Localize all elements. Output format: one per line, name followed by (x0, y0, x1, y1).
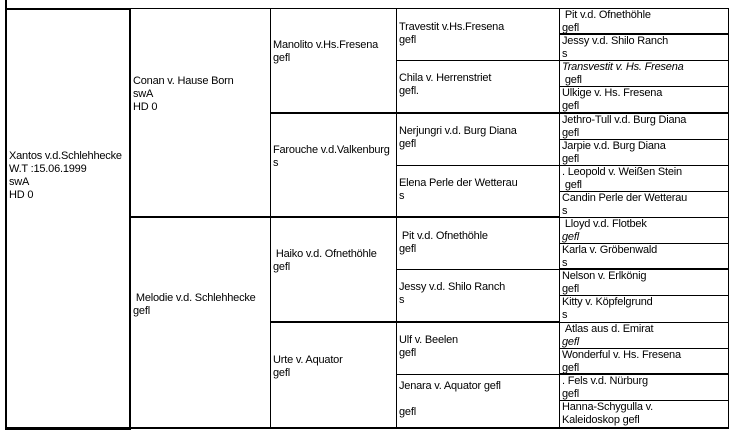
animal-text: Travestit v.Hs.Fresena gefl (399, 20, 505, 46)
cell-gen3-4: Elena Perle der Wetterau s (397, 165, 560, 218)
animal-name: Ulkige v. Hs. Fresena (562, 87, 663, 100)
cell-gen4-2: Jessy v.d. Shilo Ranch s (560, 35, 728, 62)
animal-text: Chila v. Herrenstriet gefl. (399, 72, 492, 98)
pedigree-table: Xantos v.d.Schlehhecke W.T :15.06.1999 s… (5, 0, 729, 430)
animal-text: Farouche v.d.Valkenburg s (273, 143, 390, 169)
animal-status: gefl (562, 231, 579, 243)
animal-name: Atlas aus d. Emirat (562, 322, 654, 335)
border-tail (5, 0, 7, 10)
animal-name: Kitty v. Köpfelgrund (562, 296, 653, 309)
animal-text: Elena Perle der Wetterau s (399, 176, 518, 202)
animal-status: gefl (562, 152, 579, 165)
cell-gen4-4: Ulkige v. Hs. Fresena gefl (560, 87, 728, 114)
cell-gen4-11: Nelson v. Erlkönig gefl (560, 270, 728, 297)
animal-text: Urte v. Aquator gefl (273, 353, 343, 379)
animal-name: Candin Perle der Wetterau (562, 191, 688, 204)
cell-subject: Xantos v.d.Schlehhecke W.T :15.06.1999 s… (5, 0, 131, 430)
cell-gen3-6: Jessy v.d. Shilo Ranch s (397, 270, 560, 323)
animal-text: Jenara v. Aquator gefl gefl (399, 380, 501, 419)
animal-name: Transvestit v. Hs. Fresena (562, 61, 684, 74)
cell-gen4-8: Candin Perle der Wetterau s (560, 192, 728, 218)
cell-gen3-2: Chila v. Herrenstriet gefl. (397, 61, 560, 114)
animal-name: Jessy v.d. Shilo Ranch (562, 35, 669, 48)
animal-status: Kaleidoskop gefl (562, 413, 640, 426)
animal-status: gefl (562, 387, 579, 400)
animal-status: gefl (562, 74, 582, 87)
animal-name: Jarpie v.d. Burg Diana (562, 139, 666, 152)
animal-name: Lloyd v.d. Flotbek (562, 218, 647, 230)
animal-status: gefl (562, 126, 579, 139)
cell-gen3-8: Jenara v. Aquator gefl gefl (397, 374, 560, 427)
cell-gen3-5: Pit v.d. Ofnethöhle gefl (397, 218, 560, 271)
cell-gen3-1: Travestit v.Hs.Fresena gefl (397, 9, 560, 62)
cell-gen3-3: Nerjungri v.d. Burg Diana gefl (397, 113, 560, 166)
cell-gen2-1: Manolito v.Hs.Fresena gefl (271, 9, 397, 114)
cell-gen4-7: . Leopold v. Weißen Stein gefl (560, 166, 728, 192)
animal-status: gefl (562, 335, 579, 348)
cell-gen4-10: Karla v. Gröbenwald s (560, 244, 728, 271)
animal-status: s (562, 204, 568, 217)
animal-text: Conan v. Hause Born swA HD 0 (133, 75, 234, 113)
animal-text: Ulf v. Beelen gefl (399, 334, 458, 360)
subject-text: Xantos v.d.Schlehhecke W.T :15.06.1999 s… (9, 150, 122, 201)
animal-status: s (562, 48, 568, 61)
animal-status: gefl (562, 100, 579, 113)
cell-gen3-7: Ulf v. Beelen gefl (397, 322, 560, 375)
animal-status: s (562, 309, 568, 322)
cell-gen4-15: . Fels v.d. Nürburg gefl (560, 375, 728, 401)
animal-text: Melodie v.d. Schlehhecke gefl (133, 291, 256, 317)
animal-text: Nerjungri v.d. Burg Diana gefl (399, 125, 517, 151)
animal-name: Jethro-Tull v.d. Burg Diana (562, 113, 687, 126)
animal-status: s (562, 257, 568, 270)
animal-name: Nelson v. Erlkönig (562, 270, 647, 283)
cell-dam: Melodie v.d. Schlehhecke gefl (131, 218, 271, 427)
cell-gen4-6: Jarpie v.d. Burg Diana gefl (560, 140, 728, 166)
animal-text: Pit v.d. Ofnethöhle gefl (399, 229, 488, 255)
animal-text: Jessy v.d. Shilo Ranch s (399, 281, 506, 307)
animal-text: Haiko v.d. Ofnethöhle gefl (273, 248, 377, 274)
cell-gen2-2: Farouche v.d.Valkenburg s (271, 113, 397, 218)
animal-name: Hanna-Schygulla v. (562, 400, 653, 413)
animal-status: gefl (562, 178, 582, 191)
animal-name: . Fels v.d. Nürburg (562, 374, 648, 387)
animal-name: Pit v.d. Ofnethöhle (562, 9, 651, 21)
animal-name: Karla v. Gröbenwald (562, 244, 658, 257)
cell-gen4-14: Wonderful v. Hs. Fresena gefl (560, 349, 728, 375)
animal-name: . Leopold v. Weißen Stein (562, 165, 682, 178)
cell-gen4-3: Transvestit v. Hs. Fresena gefl (560, 61, 728, 88)
animal-text: Manolito v.Hs.Fresena gefl (273, 39, 379, 65)
cell-gen4-16: Hanna-Schygulla v. Kaleidoskop gefl (560, 401, 728, 427)
animal-name: Wonderful v. Hs. Fresena (562, 348, 681, 361)
animal-status: gefl (562, 22, 579, 34)
animal-status: gefl (562, 361, 579, 374)
cell-gen2-4: Urte v. Aquator gefl (271, 322, 397, 427)
cell-gen4-5: Jethro-Tull v.d. Burg Diana gefl (560, 114, 728, 140)
cell-gen4-13: Atlas aus d. Emirat gefl (560, 323, 728, 349)
cell-sire: Conan v. Hause Born swA HD 0 (131, 9, 271, 218)
cell-gen2-3: Haiko v.d. Ofnethöhle gefl (271, 218, 397, 323)
animal-status: gefl (562, 283, 579, 296)
cell-gen4-9: Lloyd v.d. Flotbek gefl (560, 218, 728, 245)
cell-gen4-1: Pit v.d. Ofnethöhle gefl (560, 9, 728, 36)
cell-gen4-12: Kitty v. Köpfelgrund s (560, 296, 728, 323)
